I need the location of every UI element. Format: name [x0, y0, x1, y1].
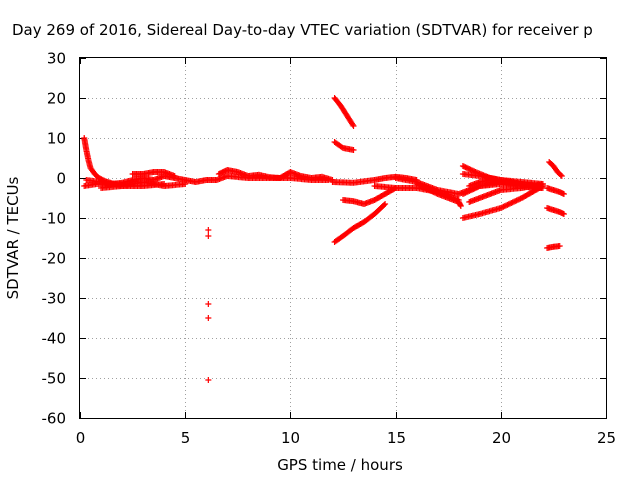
- data-point-isolated-points: [205, 377, 212, 383]
- data-point-rising-fan: [512, 198, 519, 205]
- data-point-rising-fan: [504, 201, 511, 208]
- data-point-rising-fan: [516, 196, 523, 203]
- data-point-main-band: [433, 190, 440, 197]
- data-point-falling-arcs: [560, 211, 567, 217]
- data-point-main-band: [161, 181, 168, 187]
- tick-layer: 0 5 10 15 20 25 -60 -50 -40 -30 -20 -10 0 10 20 30: [42, 50, 617, 448]
- y-tick-label: -10: [42, 210, 67, 228]
- data-point-rising-fan: [505, 201, 512, 208]
- data-point-isolated-points: [205, 233, 212, 239]
- data-point-main-band: [432, 189, 439, 196]
- data-point-falling-arcs: [558, 173, 565, 179]
- data-point-falling-arcs: [556, 243, 563, 249]
- data-point-rising-fan: [514, 196, 521, 203]
- data-point-falling-arcs: [539, 181, 546, 187]
- x-tick-label: 25: [597, 429, 616, 447]
- data-point-rising-fan: [508, 200, 515, 206]
- data-point-main-band: [417, 182, 424, 189]
- data-point-rising-fan: [381, 202, 388, 208]
- data-point-main-band: [182, 181, 189, 187]
- x-axis-label: GPS time / hours: [277, 456, 403, 474]
- data-point-main-band: [430, 189, 437, 196]
- data-point-main-band: [428, 187, 435, 194]
- data-point-rising-fan: [510, 198, 517, 205]
- x-tick-label: 0: [76, 429, 86, 447]
- data-point-falling-arcs: [350, 147, 357, 153]
- data-point-rising-fan: [513, 197, 520, 204]
- points-layer: [81, 95, 567, 383]
- x-tick-label: 10: [281, 429, 300, 447]
- data-point-main-band: [416, 182, 423, 189]
- data-point-rising-fan: [382, 201, 389, 207]
- data-point-isolated-points: [205, 301, 212, 307]
- data-point-main-band: [418, 183, 425, 190]
- plot-frame: [79, 57, 607, 419]
- y-tick-label: 20: [47, 90, 66, 108]
- data-point-main-band: [457, 203, 464, 209]
- y-tick-label: -60: [42, 410, 67, 428]
- data-point-rising-fan: [500, 203, 507, 210]
- data-point-main-band: [426, 187, 433, 194]
- y-tick-label: 10: [47, 130, 66, 148]
- data-point-rising-fan: [497, 205, 504, 211]
- data-point-main-band: [414, 181, 421, 188]
- x-tick-label: 5: [181, 429, 191, 447]
- data-point-isolated-points: [205, 315, 212, 321]
- data-point-main-band: [171, 173, 178, 179]
- data-point-rising-fan: [391, 185, 398, 192]
- y-tick-label: -20: [42, 250, 67, 268]
- y-tick-label: 0: [56, 170, 66, 188]
- data-point-isolated-points: [205, 227, 212, 233]
- data-point-rising-fan: [503, 202, 510, 209]
- data-point-main-band: [421, 184, 428, 191]
- data-point-main-band: [422, 185, 429, 192]
- y-axis-label: SDTVAR / TECUs: [4, 176, 22, 299]
- data-point-rising-fan: [475, 183, 482, 190]
- data-point-main-band: [429, 188, 436, 195]
- data-point-rising-fan: [507, 200, 514, 207]
- data-point-main-band: [413, 181, 420, 187]
- y-tick-label: -40: [42, 330, 67, 348]
- x-tick-label: 20: [492, 429, 511, 447]
- data-point-rising-fan: [509, 199, 516, 206]
- chart-title: Day 269 of 2016, Sidereal Day-to-day VTE…: [12, 21, 593, 39]
- data-point-falling-arcs: [560, 191, 567, 197]
- grid-layer: [80, 58, 606, 418]
- data-point-rising-fan: [501, 203, 508, 210]
- y-tick-label: -30: [42, 290, 67, 308]
- x-tick-label: 15: [387, 429, 406, 447]
- data-point-falling-arcs: [349, 121, 356, 128]
- data-point-main-band: [424, 186, 431, 192]
- data-point-falling-arcs: [350, 123, 357, 129]
- data-point-falling-arcs: [557, 172, 564, 178]
- y-tick-label: 30: [47, 50, 66, 68]
- y-tick-label: -50: [42, 370, 67, 388]
- data-point-main-band: [425, 186, 432, 193]
- data-point-rising-fan: [392, 185, 399, 191]
- data-point-rising-fan: [499, 204, 506, 211]
- data-point-main-band: [420, 184, 427, 191]
